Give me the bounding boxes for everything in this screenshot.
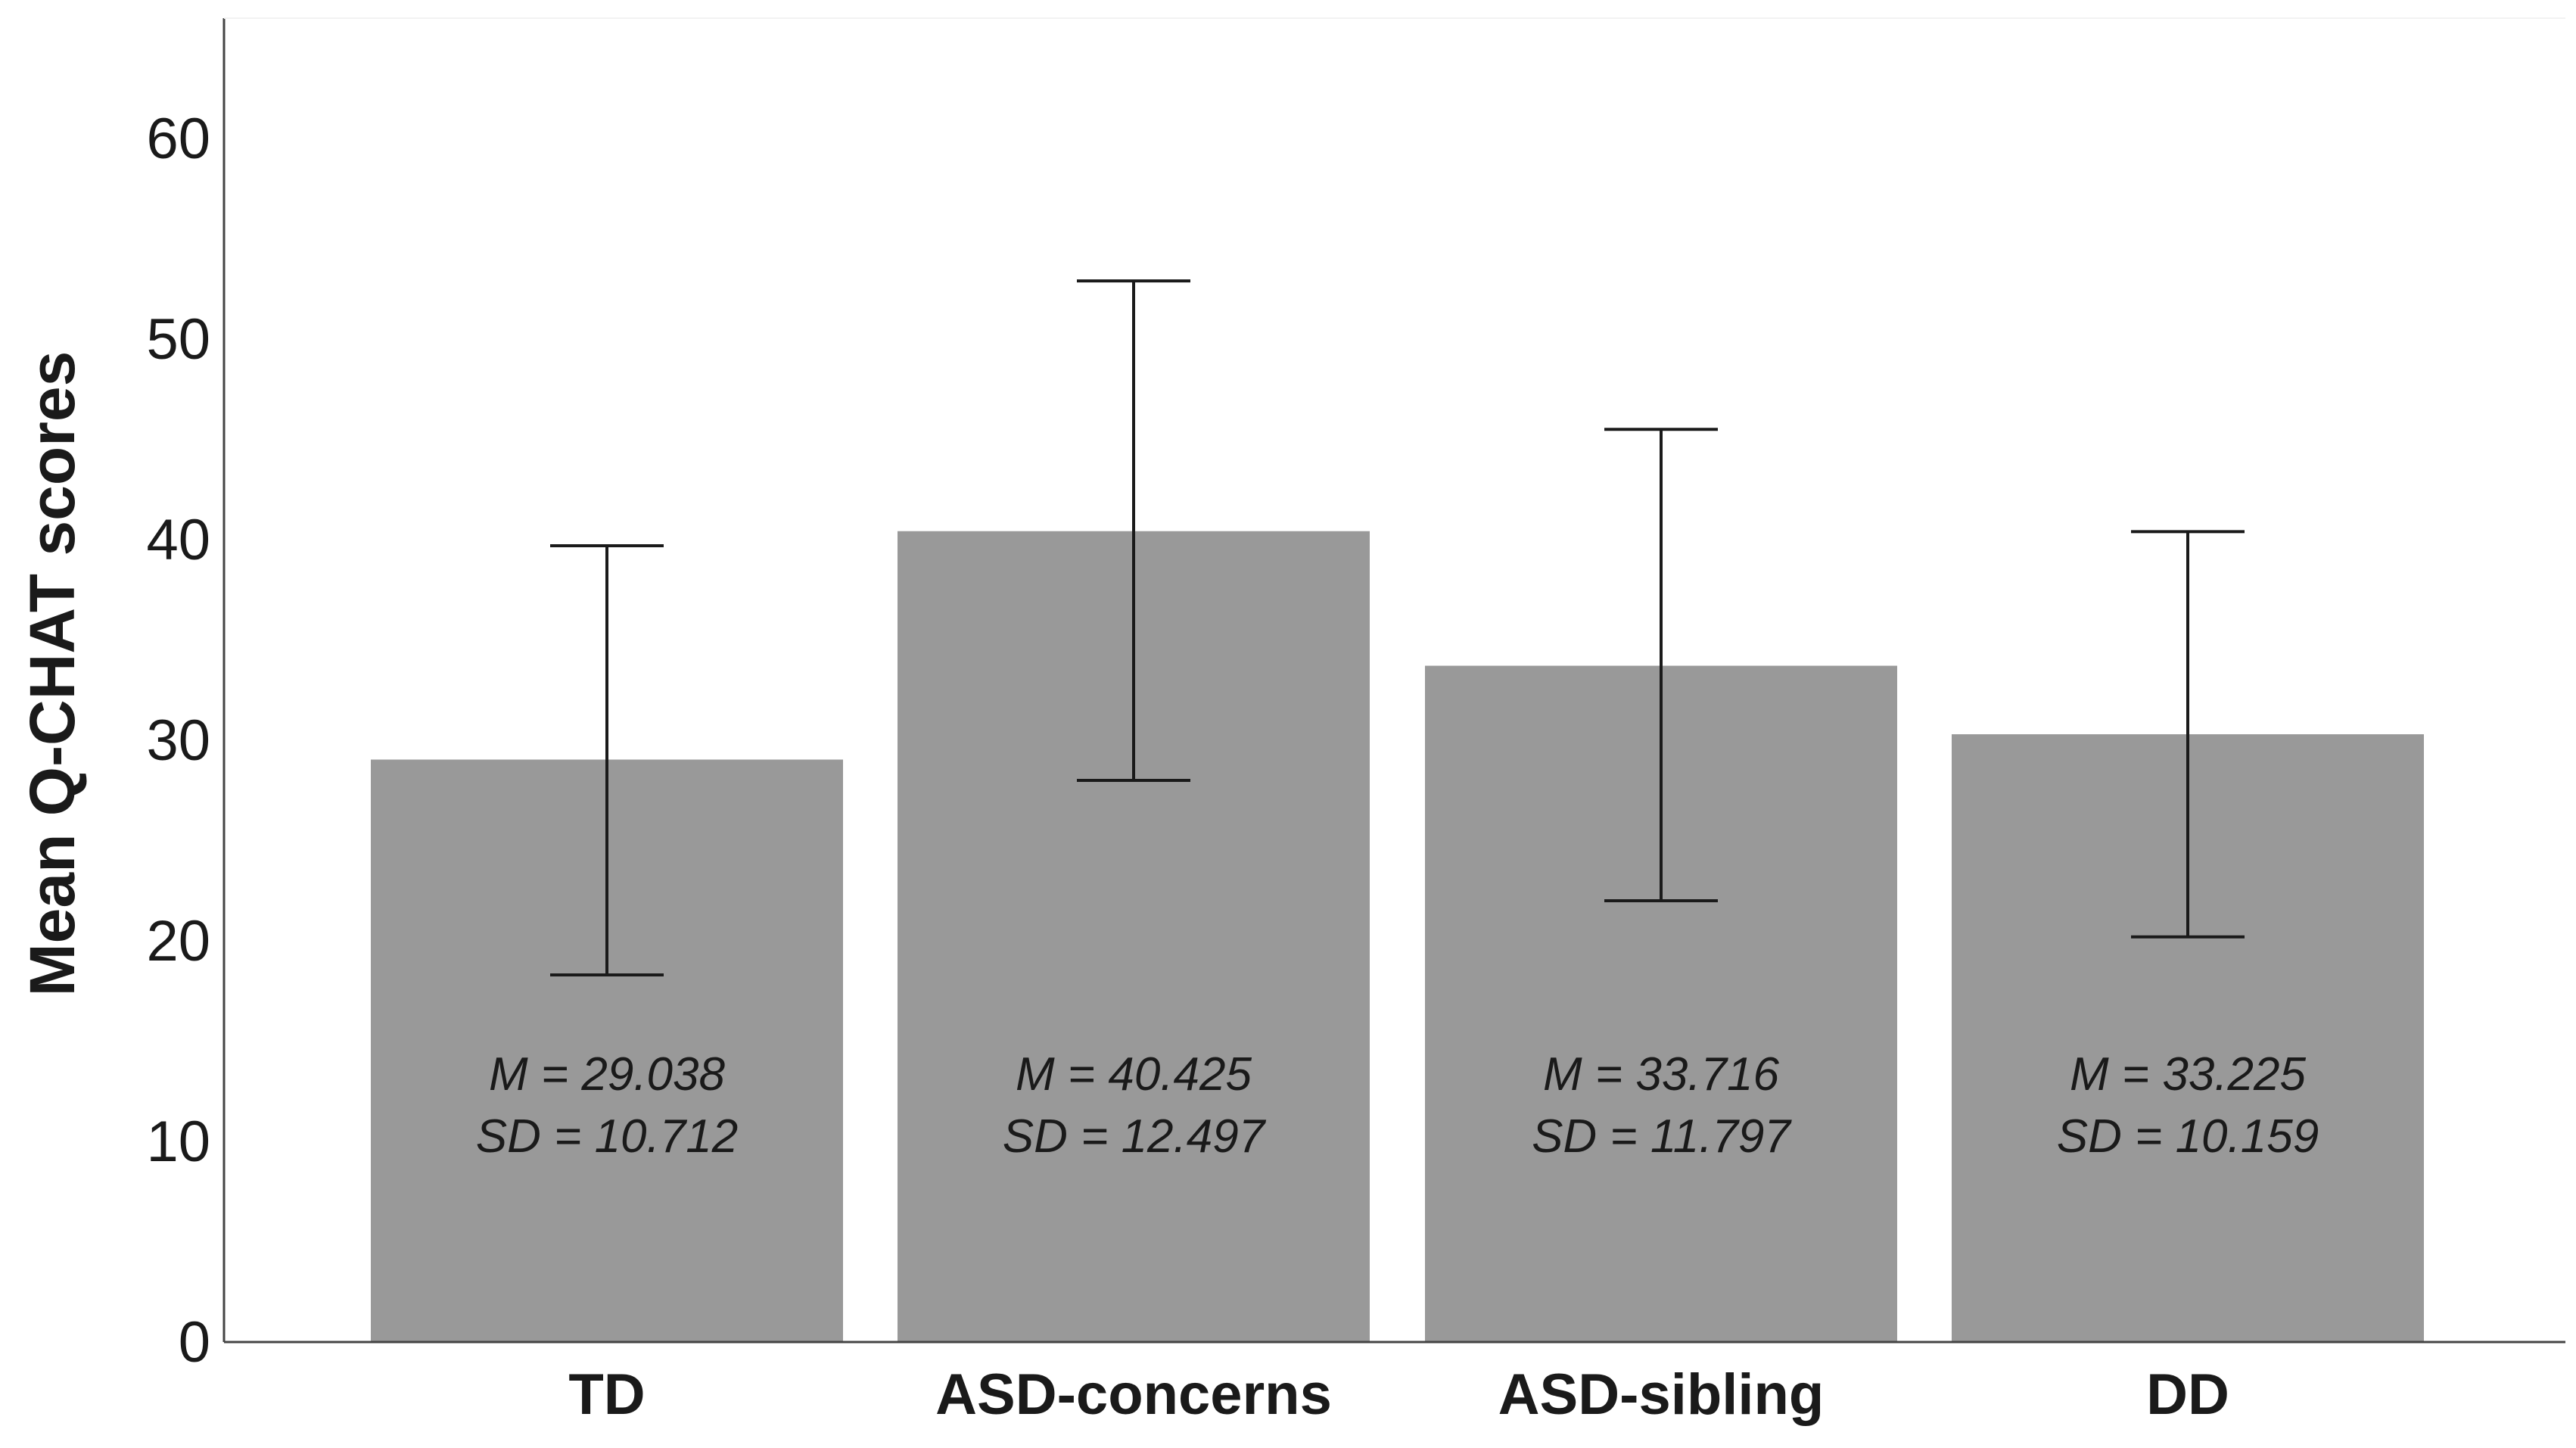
sd-label: SD = 12.497 [1003,1110,1267,1163]
y-tick-label: 30 [146,708,210,773]
y-tick-label: 40 [146,508,210,572]
y-ticks-layer: 0 10 20 30 40 50 60 [146,107,210,1375]
y-tick-label: 60 [146,107,210,171]
annotations-layer: M = 29.038 SD = 10.712 M = 40.425 SD = 12.4… [476,1048,2319,1163]
mean-label: M = 40.425 [1016,1048,1252,1101]
error-bar-asd-sibling [1604,428,1718,902]
mean-label: M = 33.225 [2070,1048,2306,1101]
x-tick-label: TD [568,1362,645,1427]
sd-label: SD = 10.712 [476,1110,738,1163]
error-bar-td [550,543,664,977]
x-tick-label: ASD-concerns [935,1362,1332,1427]
error-bar-asd-concerns [1077,279,1190,782]
mean-label: M = 29.038 [489,1048,725,1101]
x-tick-label: ASD-sibling [1498,1362,1825,1427]
y-axis-label: Mean Q-CHAT scores [17,351,88,997]
axes-layer [222,17,2565,1344]
y-tick-label: 20 [146,909,210,973]
error-bar-dd [2131,530,2245,939]
error-bars-layer [550,279,2245,977]
y-tick-label: 10 [146,1110,210,1174]
x-tick-label: DD [2146,1362,2229,1427]
x-labels-layer: TD ASD-concerns ASD-sibling DD [568,1362,2229,1427]
y-tick-label: 0 [179,1310,210,1375]
y-tick-label: 50 [146,307,210,372]
sd-label: SD = 11.797 [1532,1110,1792,1163]
sd-label: SD = 10.159 [2057,1110,2319,1163]
bars-layer [371,531,2424,1342]
mean-label: M = 33.716 [1543,1048,1779,1101]
